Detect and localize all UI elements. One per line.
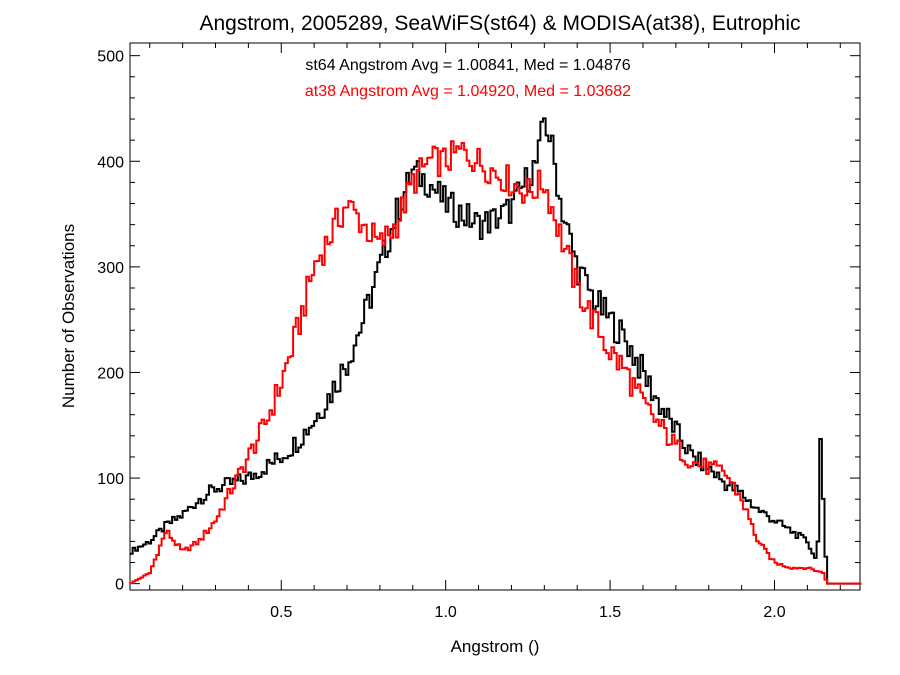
chart-title: Angstrom, 2005289, SeaWiFS(st64) & MODIS… [199,12,800,35]
x-tick-label: 0.5 [270,604,292,621]
y-tick-label: 500 [97,49,124,66]
y-tick-label: 400 [97,154,124,171]
y-tick-label: 100 [97,471,124,488]
annotation-at38: at38 Angstrom Avg = 1.04920, Med = 1.036… [305,83,631,100]
x-tick-label: 1.5 [599,604,621,621]
axis-tick-labels: 0.5 1.0 1.5 2.0 0 100 200 300 400 500 [97,49,785,621]
y-tick-label: 200 [97,365,124,382]
axis-ticks [130,43,860,590]
x-tick-label: 2.0 [763,604,785,621]
annotation-st64: st64 Angstrom Avg = 1.00841, Med = 1.048… [305,57,630,74]
series-group [130,117,862,585]
series-st64-line [130,117,862,585]
y-axis-label: Number of Observations [59,224,78,408]
series-at38-line [130,140,862,585]
y-tick-label: 0 [115,577,124,594]
y-tick-label: 300 [97,260,124,277]
plot-frame [129,42,861,591]
x-tick-label: 1.0 [435,604,457,621]
x-axis-label: Angstrom () [451,637,540,656]
